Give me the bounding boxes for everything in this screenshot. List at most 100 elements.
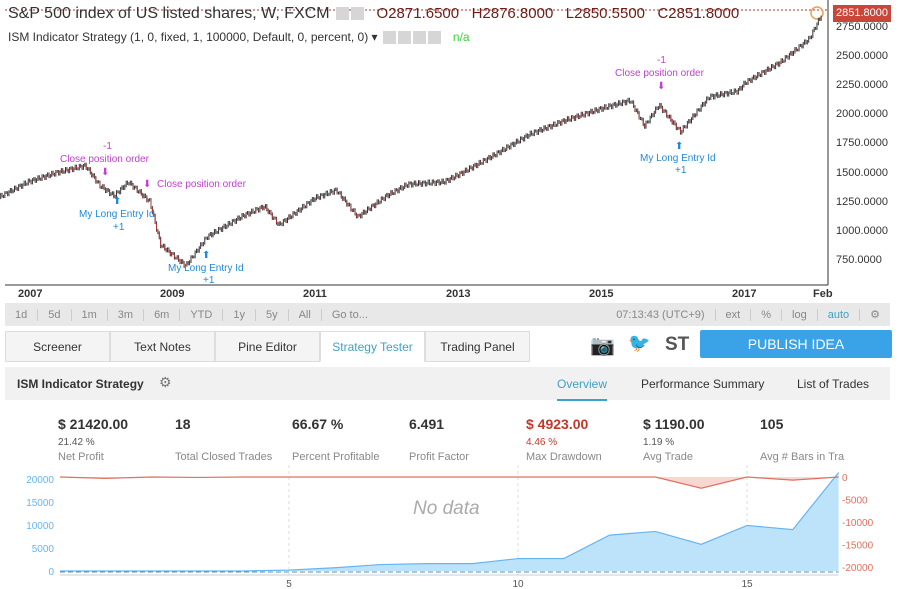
- settings-gear-icon[interactable]: ⚙: [870, 309, 880, 321]
- eye-icon[interactable]: [336, 7, 350, 21]
- subtab-list-of-trades[interactable]: List of Trades: [797, 377, 870, 391]
- stat-label: Avg Trade: [643, 451, 693, 463]
- x-tick: 10: [512, 579, 524, 589]
- stat-6: 105 Avg # Bars in Tra: [760, 416, 844, 463]
- equity-line: [60, 472, 840, 572]
- range-toolbar: 1d 5d 1m 3m 6m YTD 1y 5y All Go to... 07…: [5, 303, 890, 326]
- symbol-header: S&P 500 index of US listed shares, W, FX…: [8, 5, 739, 23]
- left-tick: 20000: [26, 475, 54, 486]
- source-icon[interactable]: [412, 31, 426, 45]
- stat-label: Max Drawdown: [526, 451, 602, 463]
- buy-qty: +1: [675, 165, 687, 176]
- stat-value: $ 1190.00: [643, 416, 705, 432]
- close-icon[interactable]: [427, 31, 441, 45]
- range-ytd[interactable]: YTD: [180, 308, 224, 321]
- right-tick: -10000: [842, 518, 874, 529]
- camera-icon[interactable]: 📷: [590, 335, 615, 357]
- strategy-name: ISM Indicator Strategy: [17, 377, 144, 391]
- range-3m[interactable]: 3m: [108, 308, 145, 321]
- range-1y[interactable]: 1y: [223, 308, 256, 321]
- auto-toggle[interactable]: auto: [818, 308, 861, 321]
- time-label: 2007: [18, 288, 43, 300]
- stat-label: Profit Factor: [409, 451, 469, 463]
- ext-toggle[interactable]: ext: [716, 308, 752, 321]
- range-1d[interactable]: 1d: [5, 308, 39, 321]
- tab-trading-panel[interactable]: Trading Panel: [425, 331, 530, 362]
- range-5d[interactable]: 5d: [38, 308, 72, 321]
- price-label: 750.0000: [836, 253, 882, 266]
- stat-1: 18 Total Closed Trades: [175, 416, 272, 463]
- left-tick: 5000: [32, 544, 55, 555]
- close-order-label: Close position order: [157, 179, 246, 190]
- left-tick: 0: [48, 567, 54, 578]
- close-value: C2851.8000: [657, 5, 740, 22]
- goto-button[interactable]: Go to...: [331, 308, 368, 321]
- equity-chart[interactable]: 5 10 15 20000 15000 10000 5000 0 0 -5000 -10000 -15…: [0, 465, 907, 589]
- bottom-tabs: Screener Text Notes Pine Editor Strategy…: [5, 331, 530, 362]
- time-label: 2009: [160, 288, 185, 300]
- open-value: O2871.6500: [376, 5, 460, 22]
- stat-0: $ 21420.00 21.42 % Net Profit: [58, 416, 128, 463]
- stat-label: Net Profit: [58, 451, 104, 463]
- last-price-label: 2851.8000: [833, 5, 891, 22]
- stat-3: 6.491 Profit Factor: [409, 416, 469, 463]
- equity-area: [60, 472, 839, 571]
- price-label: 1000.0000: [836, 224, 888, 237]
- gear-icon[interactable]: [397, 31, 411, 45]
- drawdown-area: [60, 477, 839, 489]
- tab-screener[interactable]: Screener: [5, 331, 110, 362]
- range-all[interactable]: All: [289, 308, 322, 321]
- percent-toggle[interactable]: %: [751, 308, 783, 321]
- high-value: H2876.8000: [471, 5, 554, 22]
- price-label: 1750.0000: [836, 137, 888, 150]
- close-order-label: Close position order: [60, 154, 149, 165]
- right-tick: -20000: [842, 563, 874, 574]
- tab-text-notes[interactable]: Text Notes: [110, 331, 215, 362]
- long-entry-label: My Long Entry Id: [168, 263, 244, 274]
- price-chart[interactable]: S&P 500 index of US listed shares, W, FX…: [0, 0, 907, 303]
- clock[interactable]: 07:13:43 (UTC+9): [606, 308, 716, 321]
- publish-idea-button[interactable]: PUBLISH IDEA: [700, 330, 892, 358]
- subtab-performance-summary[interactable]: Performance Summary: [641, 377, 765, 391]
- sell-arrow-icon: ⬇: [101, 167, 110, 178]
- tab-pine-editor[interactable]: Pine Editor: [215, 331, 320, 362]
- price-label: 1500.0000: [836, 166, 888, 179]
- tab-strategy-tester[interactable]: Strategy Tester: [320, 331, 425, 362]
- stat-5: $ 1190.00 1.19 % Avg Trade: [643, 416, 705, 463]
- drawdown-line: [59, 476, 839, 489]
- sell-arrow-icon: ⬇: [143, 179, 152, 190]
- symbol-title[interactable]: S&P 500 index of US listed shares, W, FX…: [8, 5, 330, 22]
- price-chart-canvas[interactable]: [0, 0, 907, 303]
- buy-arrow-icon: ⬆: [113, 196, 122, 207]
- strategy-settings-gear-icon[interactable]: ⚙: [159, 374, 172, 390]
- range-5y[interactable]: 5y: [256, 308, 289, 321]
- stocktwits-icon[interactable]: ST: [665, 334, 690, 355]
- stat-value: 105: [760, 416, 784, 432]
- indicator-value: n/a: [452, 30, 470, 44]
- stat-percent: [292, 437, 379, 449]
- twitter-icon[interactable]: 🐦: [628, 333, 651, 353]
- left-tick: 10000: [26, 521, 54, 532]
- indicator-title[interactable]: ISM Indicator Strategy (1, 0, fixed, 1, …: [8, 30, 369, 44]
- subtab-overview[interactable]: Overview: [557, 377, 608, 401]
- stat-percent: [409, 437, 469, 449]
- range-1m[interactable]: 1m: [72, 308, 108, 321]
- stat-2: 66.67 % Percent Profitable: [292, 416, 379, 463]
- price-label: 2750.0000: [836, 21, 888, 33]
- last-bar-marker: [810, 6, 824, 20]
- gear-icon[interactable]: [351, 7, 365, 21]
- eye-icon[interactable]: [382, 31, 396, 45]
- stat-label: Percent Profitable: [292, 451, 380, 463]
- left-tick: 15000: [26, 498, 54, 509]
- log-toggle[interactable]: log: [782, 308, 818, 321]
- price-label: 2500.0000: [836, 50, 888, 63]
- long-entry-label: My Long Entry Id: [640, 153, 716, 164]
- stat-label: Avg # Bars in Tra: [760, 451, 845, 463]
- time-label: 2013: [446, 288, 471, 300]
- range-6m[interactable]: 6m: [144, 308, 181, 321]
- buy-qty: +1: [203, 275, 215, 286]
- stat-percent: 4.46 %: [526, 437, 558, 448]
- price-label: 2250.0000: [836, 79, 888, 92]
- x-tick: 5: [286, 579, 292, 589]
- time-label: 2011: [303, 288, 327, 300]
